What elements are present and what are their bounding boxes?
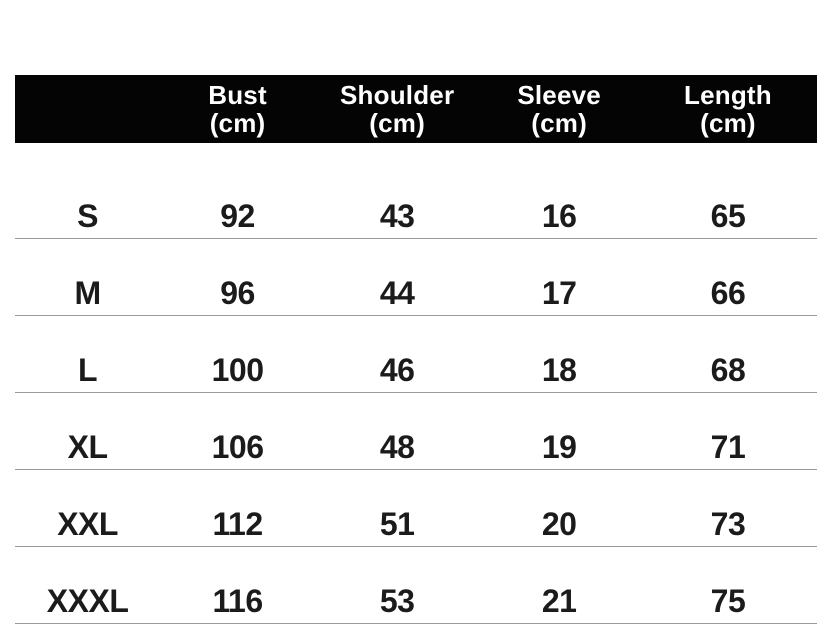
length-value: 71 <box>710 429 746 465</box>
shoulder-value: 48 <box>379 429 415 465</box>
sleeve-value: 21 <box>541 583 577 619</box>
sleeve-value: 18 <box>541 352 577 388</box>
header-unit: (cm) <box>700 108 756 138</box>
shoulder-value: 44 <box>379 275 415 311</box>
bust-value: 112 <box>212 506 263 542</box>
table-row: S 92 43 16 65 <box>15 143 817 239</box>
header-cell-shoulder: Shoulder (cm) <box>315 75 479 143</box>
header-label: Shoulder <box>340 80 455 110</box>
header-unit: (cm) <box>369 108 425 138</box>
table-row: XXXL 116 53 21 75 <box>15 547 817 624</box>
shoulder-value: 43 <box>379 198 415 234</box>
header-cell-length: Length (cm) <box>639 75 817 143</box>
header-cell-sleeve: Sleeve (cm) <box>479 75 639 143</box>
size-label: M <box>74 275 102 311</box>
length-value: 65 <box>710 198 746 234</box>
bust-value: 116 <box>212 583 263 619</box>
table-header-row: Bust (cm) Shoulder (cm) Sleeve (cm) Leng… <box>15 75 817 143</box>
header-unit: (cm) <box>209 108 266 138</box>
header-cell-size <box>15 75 160 143</box>
bust-value: 106 <box>211 429 264 465</box>
shoulder-value: 53 <box>379 583 415 619</box>
table-row: L 100 46 18 68 <box>15 316 817 393</box>
header-label: Sleeve <box>517 80 601 110</box>
table-row: XL 106 48 19 71 <box>15 393 817 470</box>
size-label: L <box>78 352 98 388</box>
shoulder-value: 51 <box>379 506 415 542</box>
bust-value: 96 <box>220 275 255 311</box>
sleeve-value: 16 <box>541 198 577 234</box>
table-row: XXL 112 51 20 73 <box>15 470 817 547</box>
length-value: 66 <box>710 275 746 311</box>
size-label: S <box>77 198 98 234</box>
header-label: Length <box>684 80 772 110</box>
header-unit: (cm) <box>531 108 587 138</box>
size-chart-table: Bust (cm) Shoulder (cm) Sleeve (cm) Leng… <box>15 75 817 624</box>
size-label: XXL <box>57 506 118 542</box>
length-value: 73 <box>710 506 746 542</box>
sleeve-value: 19 <box>541 429 577 465</box>
size-label: XXXL <box>46 583 129 619</box>
bust-value: 100 <box>211 352 264 388</box>
sleeve-value: 20 <box>541 506 577 542</box>
sleeve-value: 17 <box>541 275 577 311</box>
shoulder-value: 46 <box>379 352 415 388</box>
header-label: Bust <box>208 80 267 110</box>
length-value: 75 <box>710 583 746 619</box>
table-row: M 96 44 17 66 <box>15 239 817 316</box>
length-value: 68 <box>710 352 746 388</box>
bust-value: 92 <box>220 198 255 234</box>
size-label: XL <box>67 429 108 465</box>
header-cell-bust: Bust (cm) <box>160 75 315 143</box>
